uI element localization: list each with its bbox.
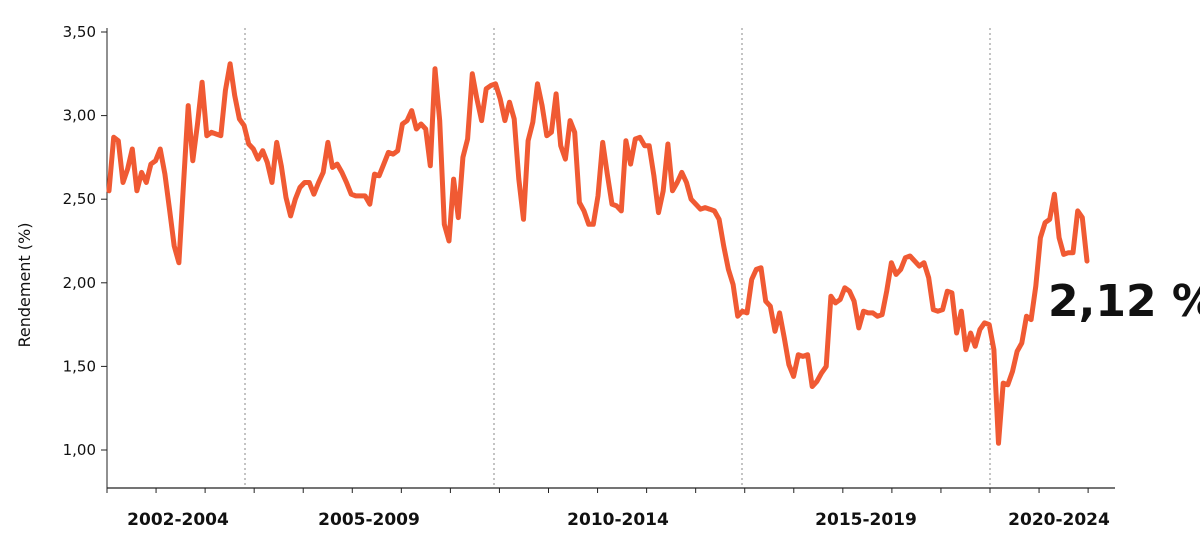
x-axis-period-labels: 2002-2004 2005-2009 2010-2014 2015-2019 2020…	[127, 510, 1110, 530]
x-axis	[106, 28, 1115, 493]
y-tick-label: 1,00	[63, 441, 96, 459]
y-tick-label: 3,50	[63, 23, 96, 41]
yield-series-line	[106, 61, 1090, 446]
period-label: 2020-2024	[1008, 510, 1110, 530]
y-tick-label: 1,50	[63, 357, 96, 375]
end-value-label: 2,12 %	[1048, 276, 1200, 327]
y-tick-label: 2,50	[63, 190, 96, 208]
y-tick-label: 2,00	[63, 274, 96, 292]
period-label: 2005-2009	[318, 510, 420, 530]
y-axis-ticks: 1,00 1,50 2,00 2,50 3,00 3,50	[63, 23, 107, 459]
period-label: 2015-2019	[815, 510, 917, 530]
y-axis-label: Rendement (%)	[15, 223, 34, 348]
y-tick-label: 3,00	[63, 107, 96, 125]
period-label: 2002-2004	[127, 510, 229, 530]
period-label: 2010-2014	[567, 510, 669, 530]
period-separators	[244, 28, 991, 488]
